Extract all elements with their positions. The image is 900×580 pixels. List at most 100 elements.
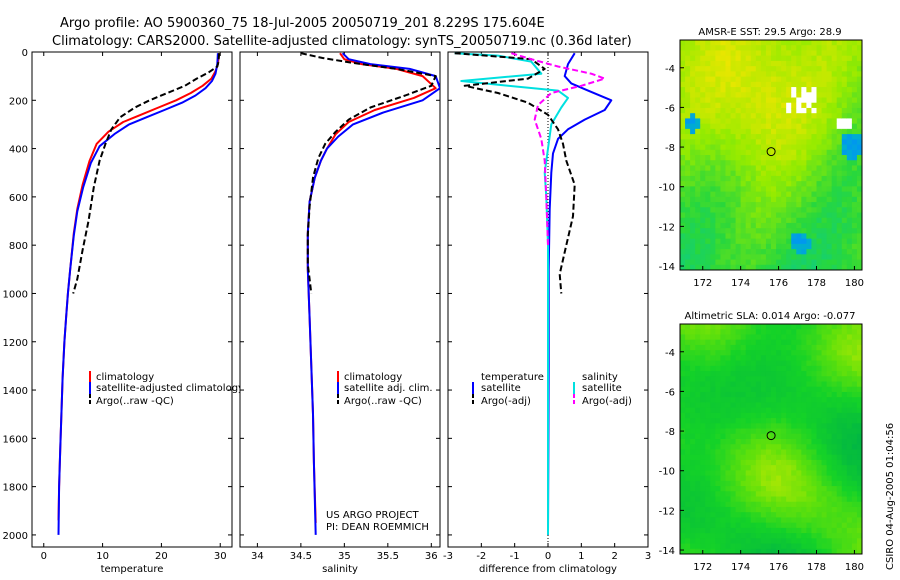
map-cell [781,165,787,172]
map-cell [816,228,823,234]
map-cell [771,486,777,492]
map-cell [695,423,701,430]
map-cell [776,428,782,435]
map-cell [791,76,797,83]
map-cell [750,170,757,177]
map-cell [740,55,747,62]
map-cell [740,60,747,67]
map-cell [836,238,843,245]
map-cell [700,454,706,461]
map-cell [786,344,792,351]
map-cell [776,480,782,487]
map-cell [745,76,752,83]
map-cell [740,543,747,550]
map-cell [796,202,802,208]
map-cell [806,181,812,187]
map-cell [765,454,772,461]
map-cell [710,259,716,266]
map-cell [801,175,807,182]
map-cell [851,207,858,213]
map-cell [811,459,817,466]
map-cell [735,449,742,456]
map-cell [750,92,757,98]
map-cell [725,433,732,440]
map-cell [851,402,858,409]
map-cell [806,355,812,362]
map-cell [846,360,853,367]
map-cell [725,254,732,261]
map-cell [685,87,691,93]
map-cell [776,50,782,57]
map-cell [826,522,833,529]
map-cell [720,360,726,367]
map-cell [831,350,838,356]
map-cell [826,397,833,403]
map-cell [836,45,843,51]
map-cell [705,381,711,388]
map-cell [730,165,737,172]
map-cell [801,254,807,261]
map-cell [836,181,843,187]
map-cell [690,207,696,213]
map-cell [715,439,721,445]
map-cell [710,76,716,83]
map-cell [816,181,823,187]
map-cell [821,465,828,471]
map-cell [700,407,706,414]
map-cell [851,123,858,130]
map-cell [826,87,833,93]
x-tick-label: 34 [251,551,264,562]
map-cell [715,355,721,362]
map-cell [841,486,848,492]
map-cell [725,376,732,382]
map-cell [705,334,711,341]
map-cell [821,175,828,182]
map-cell [786,402,792,409]
map-cell [720,355,726,362]
map-cell [856,102,863,109]
map-cell [851,386,858,393]
map-cell [765,324,772,330]
map-cell [786,186,792,193]
map-cell [836,355,843,362]
map-cell [771,522,777,529]
map-cell [851,222,858,229]
map-cell [806,81,812,88]
map-cell [816,522,823,529]
map-cell [836,123,843,130]
map-cell [700,97,706,104]
map-cell [771,191,777,198]
map-cell [695,402,701,409]
map-cell [836,175,843,182]
map-cell [801,527,807,534]
map-cell [690,418,696,424]
map-cell [796,217,802,224]
map-cell [786,480,792,487]
map-cell [831,191,838,198]
map-cell [846,486,853,492]
map-cell [755,107,762,114]
map-cell [760,222,767,229]
map-cell [856,144,863,151]
map-cell [821,470,828,477]
map-cell [831,76,838,83]
map-cell [781,480,787,487]
map-cell [801,376,807,382]
map-cell [831,543,838,550]
map-cell [841,259,848,266]
sst-map-axes [679,39,863,271]
map-cell [821,376,828,382]
map-cell [695,350,701,356]
map-cell [680,202,686,208]
map-cell [776,228,782,234]
map-cell [720,444,726,450]
map-cell [776,81,782,88]
map-cell [685,55,691,62]
map-cell [826,465,833,471]
map-cell [730,76,737,83]
map-cell [811,81,817,88]
map-cell [705,71,711,78]
map-cell [776,465,782,471]
map-cell [755,233,762,240]
map-cell [755,480,762,487]
